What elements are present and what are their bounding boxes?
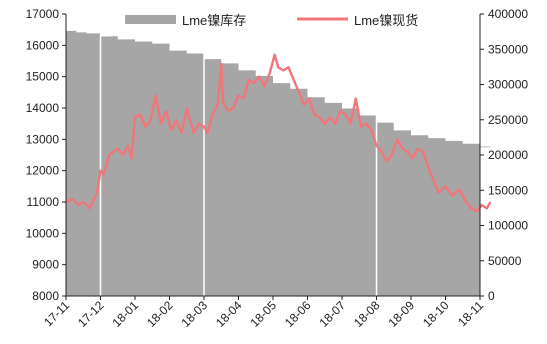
- left-tick-label: 16000: [26, 38, 60, 52]
- left-tick-label: 10000: [26, 226, 60, 240]
- x-tick-label: 18-08: [351, 298, 383, 330]
- vertical-gridlines: [99, 14, 378, 296]
- right-tick-label: 350000: [488, 42, 528, 56]
- x-tick-label: 18-10: [420, 298, 452, 330]
- x-tick-label: 18-11: [455, 298, 486, 329]
- x-tick-label: 18-01: [110, 298, 142, 330]
- right-tick-label: 100000: [488, 219, 528, 233]
- plot-area: [65, 14, 492, 296]
- legend-inventory-swatch: [125, 15, 176, 24]
- right-tick-label: 250000: [488, 113, 528, 127]
- left-tick-label: 17000: [26, 7, 60, 21]
- x-tick-label: 18-02: [144, 298, 176, 330]
- left-axis-ticks: 8000 9000 10000 11000 12000 13000 14000 15000 16…: [26, 7, 66, 303]
- x-tick-label: 17-12: [75, 298, 107, 330]
- x-tick-label: 18-06: [282, 298, 314, 330]
- right-tick-label: 0: [488, 289, 495, 303]
- left-tick-label: 8000: [32, 289, 59, 303]
- right-tick-label: 50000: [488, 254, 522, 268]
- x-tick-label: 18-03: [179, 298, 211, 330]
- x-axis-ticks: 17-11 17-12 18-01 18-02 18-03 18-04 18-05 18-06…: [41, 296, 486, 330]
- right-tick-label: 200000: [488, 148, 528, 162]
- left-tick-label: 9000: [32, 258, 59, 272]
- right-tick-label: 150000: [488, 183, 528, 197]
- spot-price-line: [65, 53, 492, 213]
- x-tick-label: 18-05: [248, 298, 280, 330]
- left-tick-label: 15000: [26, 70, 60, 84]
- legend-inventory-label: Lme镍库存: [182, 13, 246, 28]
- left-tick-label: 12000: [26, 164, 60, 178]
- inventory-area: [66, 30, 491, 296]
- legend-spot-label: Lme镍现货: [354, 13, 418, 28]
- left-tick-label: 14000: [26, 101, 60, 115]
- legend: Lme镍库存 Lme镍现货: [125, 13, 418, 28]
- right-axis-ticks: 0 50000 100000 150000 200000 250000 300000 3500…: [480, 7, 528, 303]
- x-tick-label: 18-07: [317, 298, 349, 330]
- left-tick-label: 13000: [26, 132, 60, 146]
- right-tick-label: 400000: [488, 7, 528, 21]
- left-tick-label: 11000: [27, 195, 60, 209]
- right-tick-label: 300000: [488, 78, 528, 92]
- x-tick-label: 18-04: [213, 298, 245, 330]
- x-tick-label: 18-09: [386, 298, 418, 330]
